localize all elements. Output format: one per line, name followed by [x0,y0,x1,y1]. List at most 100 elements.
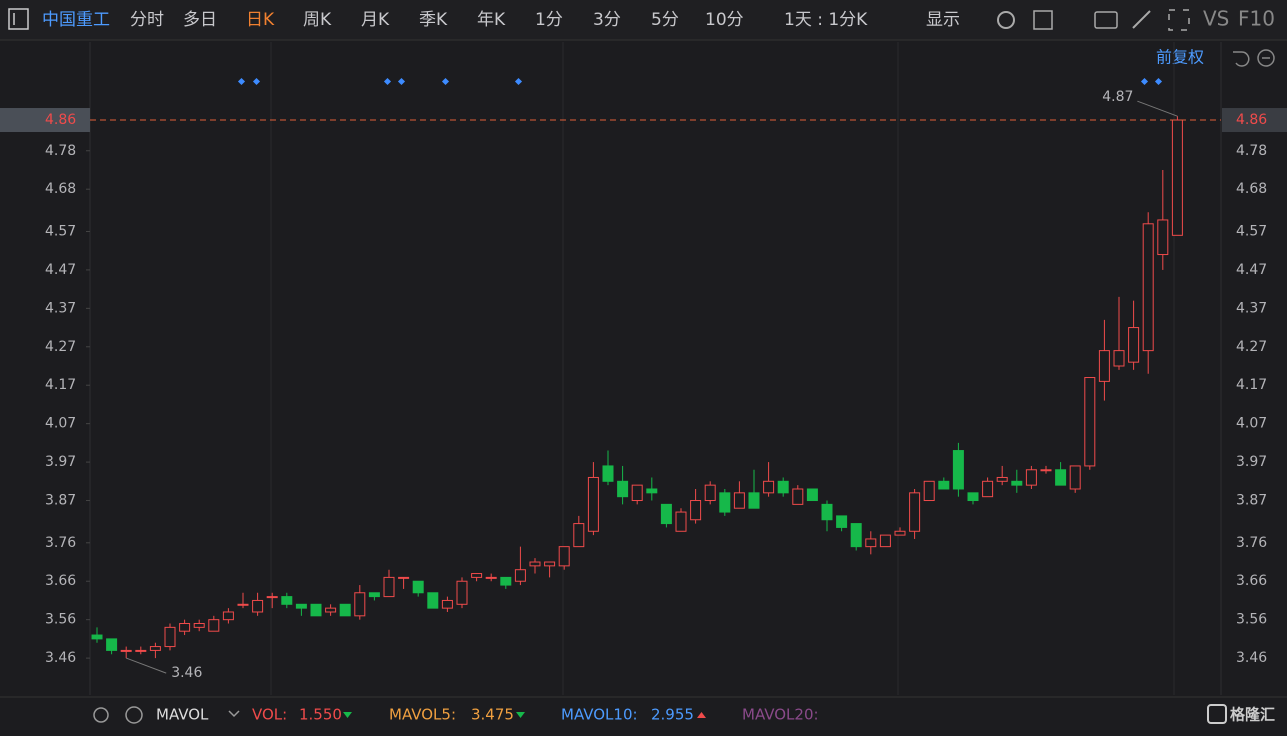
candle-body [821,503,833,521]
tab[interactable]: 1分 [535,10,563,30]
candle-body [1040,469,1052,472]
sidebar-icon[interactable] [8,8,29,30]
y2-tick-label: 4.57 [1236,223,1267,239]
candle-body [1171,119,1183,236]
tab[interactable]: 5分 [651,10,679,30]
candle-body [631,484,643,502]
candle-body [704,484,716,502]
indicator-name[interactable]: MAVOL [156,706,209,724]
tab[interactable]: 月K [361,10,390,30]
candle-body [368,592,380,598]
y2-tick-label: 3.56 [1236,612,1267,628]
candle-body [500,576,512,586]
y-tick-label: 3.97 [45,454,76,470]
settings-icon[interactable] [997,11,1015,29]
min-leader [126,657,167,674]
tab[interactable]: 日K [246,10,275,30]
y-tick-label: 3.56 [45,612,76,628]
candle-body [646,488,658,494]
candle-body [573,523,585,548]
candle-body [208,619,220,632]
candle-body [529,561,541,567]
candle-body [938,480,950,490]
period[interactable]: 1天 : 1分K [784,10,868,30]
y-tick-label: 3.66 [45,573,76,589]
zoom-out-icon[interactable] [1257,49,1275,67]
tab[interactable]: 多日 [183,10,217,30]
tab[interactable]: 年K [477,10,506,30]
y2-tick-label: 4.47 [1236,262,1267,278]
candle-body [587,476,599,532]
last-price-tag [0,108,90,133]
f10[interactable]: F10 [1238,7,1275,31]
y-tick-label: 4.78 [45,143,76,159]
watermark: 格隆汇 [1230,706,1275,724]
y-tick-label: 4.47 [45,262,76,278]
candle-body [222,611,234,621]
candle-body [690,500,702,521]
candle-body [1113,350,1125,367]
candle-body [1025,469,1037,486]
event-marker[interactable] [237,77,246,86]
y2-tick-label: 3.76 [1236,535,1267,551]
vs[interactable]: VS [1203,7,1229,31]
candle-body [850,523,862,548]
display[interactable]: 显示 [926,10,960,30]
candle-body [456,580,468,605]
y-tick-label: 3.76 [45,535,76,551]
last-price-label: 4.86 [1236,112,1267,128]
max-label: 4.87 [1102,89,1133,105]
candle-body [660,503,672,525]
indicator-dropdown[interactable] [228,710,240,718]
event-marker[interactable] [441,77,450,86]
down-arrow [343,712,352,718]
pen-icon[interactable] [1132,10,1151,29]
event-marker[interactable] [252,77,261,86]
tab[interactable]: 周K [303,10,332,30]
tab[interactable]: 季K [419,10,448,30]
y-tick-label: 4.57 [45,223,76,239]
candle-body [485,576,497,579]
tab[interactable]: 10分 [705,10,744,30]
candle-body [295,603,307,609]
candle-body [733,492,745,509]
candle-body [996,476,1008,482]
ma20-label: MAVOL20: [742,706,819,724]
adjust[interactable]: 前复权 [1156,48,1204,67]
y2-tick-label: 3.87 [1236,493,1267,509]
undo-icon[interactable] [1233,51,1250,67]
last-price-label: 4.86 [45,112,76,128]
candle-body [427,592,439,609]
indicator-close-icon[interactable] [125,706,143,724]
candle-body [617,480,629,498]
box-icon[interactable] [1033,10,1053,30]
min-label: 3.46 [171,665,202,681]
event-marker[interactable] [383,77,392,86]
candle-body [879,534,891,548]
y-tick-label: 4.07 [45,416,76,432]
candle-body [748,492,760,509]
candle-body [792,488,804,505]
event-marker[interactable] [397,77,406,86]
candle-body [1084,377,1096,467]
toolbar [0,0,1287,40]
fullscreen-icon[interactable] [1168,9,1190,31]
y2-tick-label: 4.68 [1236,181,1267,197]
candle-body [149,646,161,651]
candle-body [558,546,570,567]
candle-body [441,599,453,609]
stock-name[interactable]: 中国重工 [42,10,110,30]
up-arrow [697,712,706,718]
y-tick-label: 4.37 [45,300,76,316]
event-marker[interactable] [514,77,523,86]
candle-body [777,480,789,494]
tab[interactable]: 3分 [593,10,621,30]
max-leader [1137,100,1178,117]
indicator-settings-icon[interactable] [93,707,109,723]
ma10-label: MAVOL10: [561,706,638,724]
camera-icon[interactable] [1094,11,1118,29]
tab[interactable]: 分时 [130,10,164,30]
candle-body [135,649,147,652]
y2-tick-label: 4.78 [1236,143,1267,159]
